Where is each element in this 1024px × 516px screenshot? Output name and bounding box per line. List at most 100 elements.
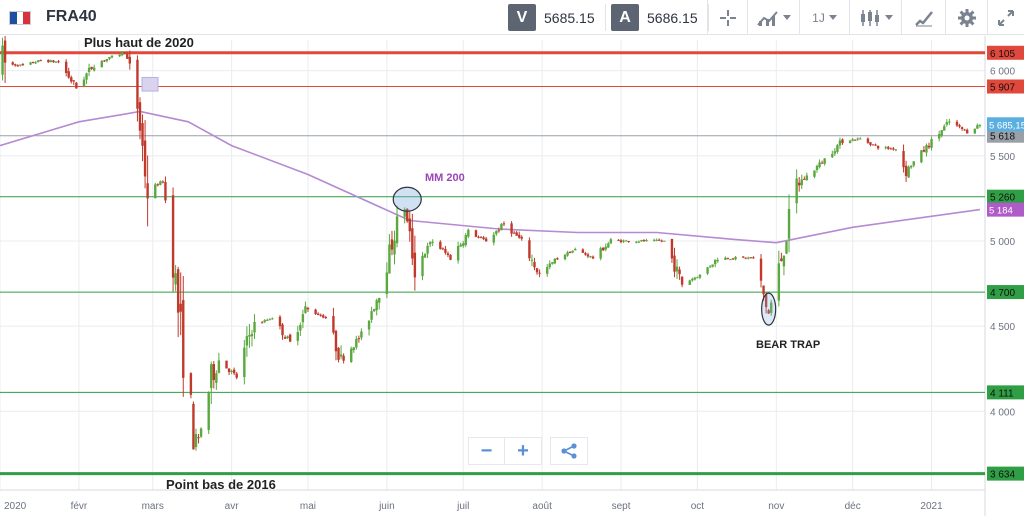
candle-up [838, 140, 842, 146]
x-tick-label: févr [71, 501, 88, 512]
settings-button[interactable] [945, 0, 987, 35]
candle-down [212, 364, 215, 381]
candle-down [136, 59, 139, 109]
candle-up [859, 138, 862, 140]
candle-up [706, 267, 709, 274]
candle-down [642, 240, 646, 242]
y-tick-label: 5 000 [990, 237, 1015, 248]
candlestick-button[interactable] [849, 0, 901, 35]
candle-up [286, 336, 289, 338]
price-chart[interactable]: 6 000 5 500 5 000 4 500 4 000 2020 févr mars avr… [0, 36, 1024, 516]
buy-button[interactable]: A [611, 4, 639, 31]
candle-down [731, 258, 735, 260]
fullscreen-button[interactable] [987, 0, 1024, 35]
candle-up [245, 336, 249, 346]
candle-down [357, 338, 361, 340]
candle-down [477, 236, 480, 238]
candle-up [268, 319, 271, 321]
candle-down [138, 102, 142, 131]
share-icon [561, 443, 577, 459]
chart-type-button[interactable] [747, 0, 799, 35]
candle-down [319, 314, 322, 316]
sell-price[interactable]: 5685.15 [536, 4, 606, 31]
candle-up [747, 257, 750, 259]
candle-up [548, 263, 551, 268]
candle-down [57, 61, 60, 63]
x-tick-label: 2020 [4, 501, 27, 512]
candle-down [538, 272, 541, 274]
level-label-bg [987, 466, 1024, 481]
candle-down [411, 228, 414, 259]
candle-down [797, 182, 801, 186]
candle-up [462, 243, 465, 246]
zoom-controls: − + [468, 437, 542, 465]
candle-down [780, 258, 783, 262]
candle-down [171, 195, 175, 278]
candle-up [263, 320, 266, 322]
crosshair-button[interactable] [707, 0, 747, 35]
candle-up [770, 302, 773, 313]
candle-up [805, 175, 809, 181]
candle-down [278, 316, 282, 327]
candle-up [624, 240, 628, 242]
candle-up [640, 240, 643, 242]
x-tick-label: juil [456, 501, 469, 512]
candle-down [658, 239, 661, 241]
candle-down [627, 241, 630, 243]
candle-up [909, 165, 913, 168]
x-tick-label: 2021 [920, 501, 943, 512]
candle-up [551, 262, 554, 264]
x-tick-label: avr [225, 501, 240, 512]
candle-down [283, 337, 287, 339]
candle-down [449, 254, 452, 260]
candle-down [406, 208, 409, 222]
level-label: 6 105 [990, 49, 1015, 60]
y-tick-label: 6 000 [990, 67, 1015, 78]
candle-up [375, 300, 378, 311]
candle-up [976, 125, 979, 129]
level-label-bg [987, 385, 1024, 400]
level-label-bg [987, 128, 1024, 143]
chart-type-icon [756, 10, 778, 26]
zoom-in-button[interactable]: + [517, 439, 529, 462]
level-label: 4 700 [990, 288, 1015, 299]
candle-up [711, 264, 714, 267]
candle-down [70, 77, 73, 82]
timeframe-dropdown[interactable]: 1J [799, 0, 849, 35]
candle-up [920, 150, 923, 163]
candle-up [350, 348, 353, 362]
candle-up [714, 259, 717, 265]
drawing-tools-button[interactable] [901, 0, 945, 35]
instrument-symbol[interactable]: FRA40 [46, 8, 97, 25]
candle-up [645, 240, 648, 242]
candle-up [566, 252, 569, 256]
candle-up [973, 128, 977, 134]
buy-price[interactable]: 5686.15 [639, 4, 709, 31]
candle-up [675, 266, 679, 272]
candle-down [619, 240, 623, 243]
candle-down [520, 237, 523, 239]
candle-up [266, 319, 269, 321]
zoom-out-button[interactable]: − [469, 438, 505, 464]
selection-marker [141, 76, 159, 92]
candle-down [904, 165, 908, 176]
sell-button[interactable]: V [508, 4, 536, 31]
y-tick-label: 5 500 [990, 152, 1015, 163]
candle-down [528, 240, 531, 259]
share-button[interactable] [551, 438, 587, 464]
candle-up [635, 241, 638, 243]
candle-down [955, 121, 959, 126]
candle-up [500, 224, 503, 231]
bear-trap-circle [761, 292, 777, 326]
candle-down [742, 256, 745, 258]
candle-down [316, 313, 320, 316]
candle-up [795, 178, 798, 204]
candle-up [355, 338, 358, 348]
candle-down [90, 66, 93, 69]
x-tick-label: nov [768, 501, 784, 512]
candle-up [818, 162, 821, 168]
candle-up [459, 244, 462, 247]
candle-up [1, 45, 4, 75]
candle-up [456, 245, 460, 261]
candle-up [940, 130, 943, 136]
